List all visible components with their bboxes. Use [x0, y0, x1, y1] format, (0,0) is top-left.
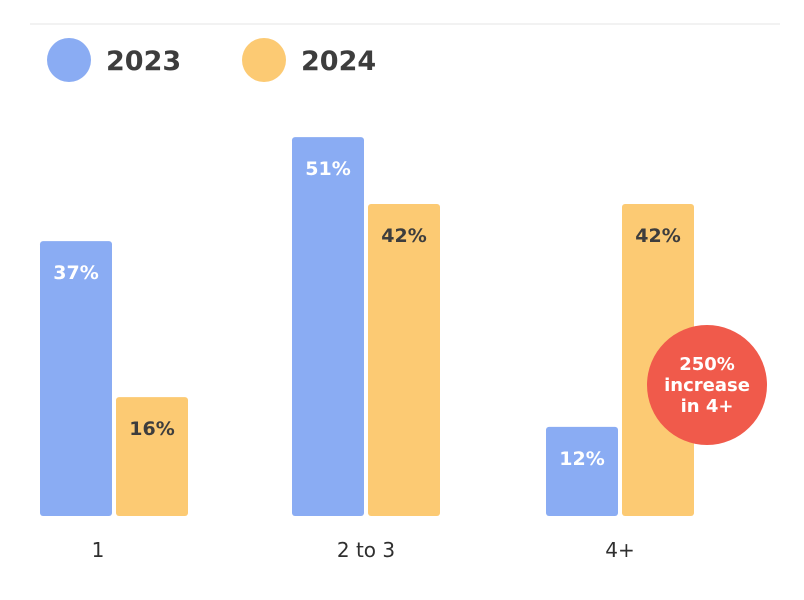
x-tick-label-2-to-3: 2 to 3	[337, 538, 395, 562]
x-tick-label-1: 1	[92, 538, 105, 562]
data-label-2024-1: 16%	[129, 418, 174, 440]
data-label-2023-4plus: 12%	[559, 448, 604, 470]
data-label-2024-2-to-3: 42%	[381, 225, 426, 247]
bars	[40, 137, 694, 516]
x-tick-label-4plus: 4+	[605, 538, 634, 562]
legend-dot-2024	[242, 38, 286, 82]
bar-2023-4plus	[546, 426, 618, 516]
bar-labels: 37% 51% 12% 16% 42% 42%	[53, 158, 680, 470]
increase-callout: 250% increase in 4+	[647, 325, 767, 445]
x-axis: 1 2 to 3 4+	[92, 538, 635, 562]
legend-label-2024: 2024	[301, 46, 376, 77]
legend-label-2023: 2023	[106, 46, 181, 77]
bar-2023-2-to-3	[292, 137, 364, 516]
callout-line-2: increase	[664, 375, 750, 396]
legend: 2023 2024	[47, 38, 376, 82]
callout-line-1: 250%	[679, 354, 735, 375]
data-label-2023-1: 37%	[53, 262, 98, 284]
bar-2024-1	[116, 397, 188, 516]
legend-dot-2023	[47, 38, 91, 82]
callout-badge	[647, 325, 767, 445]
callout-line-3: in 4+	[681, 396, 734, 417]
data-label-2023-2-to-3: 51%	[305, 158, 350, 180]
data-label-2024-4plus: 42%	[635, 225, 680, 247]
bar-2023-1	[40, 241, 112, 516]
bar-2024-2-to-3	[368, 203, 440, 516]
